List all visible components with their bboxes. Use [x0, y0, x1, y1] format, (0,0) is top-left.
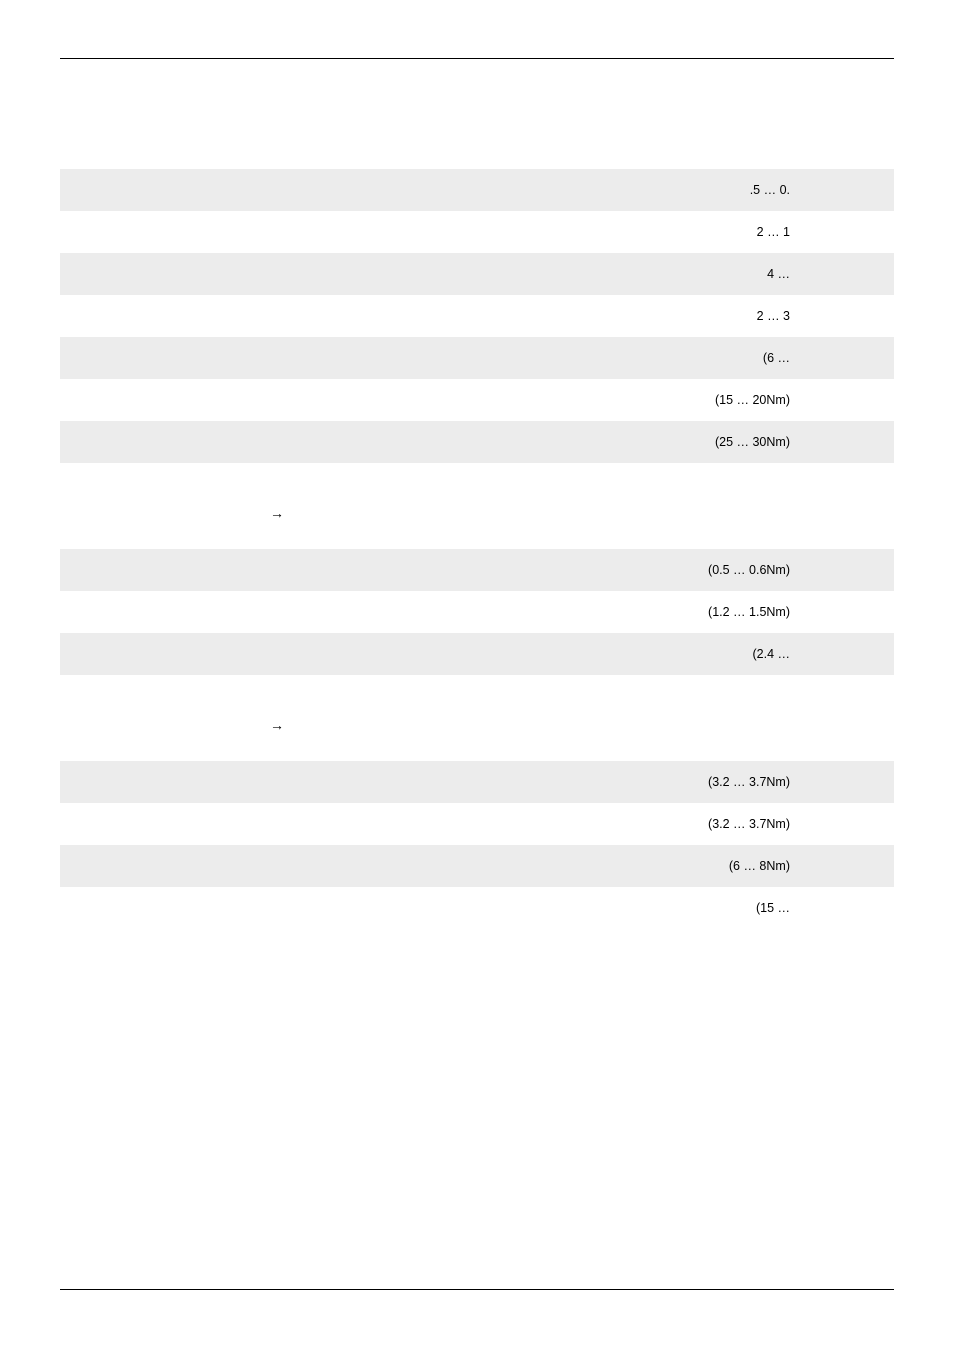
row-value: (3.2 … 3.7Nm)	[708, 775, 790, 789]
table-row: (0.5 … 0.6Nm)	[60, 549, 894, 591]
row-value: .5 … 0.	[750, 183, 790, 197]
table2-note: →	[60, 717, 894, 733]
row-value: (15 … 20Nm)	[715, 393, 790, 407]
arrow-icon: →	[270, 505, 284, 521]
table-row: (3.2 … 3.7Nm)	[60, 761, 894, 803]
row-value: (0.5 … 0.6Nm)	[708, 563, 790, 577]
row-value: (15 …	[756, 901, 790, 915]
row-value: (6 …	[763, 351, 790, 365]
table-row: (6 …	[60, 337, 894, 379]
table-row: (6 … 8Nm)	[60, 845, 894, 887]
table-row: 4 …	[60, 253, 894, 295]
row-value: 4 …	[767, 267, 790, 281]
footer-rule	[60, 1289, 894, 1290]
table-row: (25 … 30Nm)	[60, 421, 894, 463]
table-row: 2 … 3	[60, 295, 894, 337]
table-row: (1.2 … 1.5Nm)	[60, 591, 894, 633]
row-value: 2 … 1	[757, 225, 790, 239]
table-row: (3.2 … 3.7Nm)	[60, 803, 894, 845]
row-value: 2 … 3	[757, 309, 790, 323]
table1-note: →	[60, 505, 894, 521]
row-value: (3.2 … 3.7Nm)	[708, 817, 790, 831]
table-row: (15 …	[60, 887, 894, 929]
arrow-icon: →	[270, 717, 284, 733]
table-row: (2.4 …	[60, 633, 894, 675]
row-value: (6 … 8Nm)	[729, 859, 790, 873]
table-row: (15 … 20Nm)	[60, 379, 894, 421]
table-row: .5 … 0.	[60, 169, 894, 211]
top-rule	[60, 58, 894, 59]
row-value: (25 … 30Nm)	[715, 435, 790, 449]
row-value: (1.2 … 1.5Nm)	[708, 605, 790, 619]
table-row: 2 … 1	[60, 211, 894, 253]
row-value: (2.4 …	[752, 647, 790, 661]
